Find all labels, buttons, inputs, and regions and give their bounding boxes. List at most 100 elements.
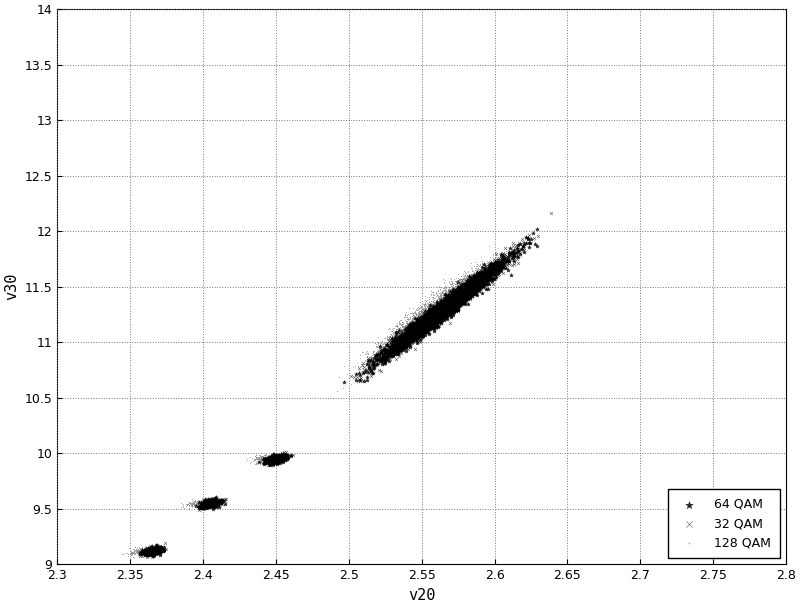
128 QAM bbox=[206, 495, 218, 505]
32 QAM bbox=[469, 277, 482, 287]
32 QAM bbox=[265, 455, 278, 464]
32 QAM bbox=[433, 299, 446, 308]
64 QAM bbox=[447, 299, 460, 308]
32 QAM bbox=[425, 319, 438, 329]
32 QAM bbox=[466, 282, 478, 291]
32 QAM bbox=[464, 289, 477, 299]
32 QAM bbox=[270, 453, 283, 463]
128 QAM bbox=[258, 454, 270, 464]
128 QAM bbox=[472, 263, 485, 273]
64 QAM bbox=[432, 316, 445, 325]
128 QAM bbox=[402, 328, 414, 337]
32 QAM bbox=[280, 451, 293, 461]
128 QAM bbox=[394, 329, 407, 339]
128 QAM bbox=[429, 298, 442, 308]
128 QAM bbox=[441, 289, 454, 299]
32 QAM bbox=[273, 457, 286, 467]
128 QAM bbox=[482, 260, 494, 270]
64 QAM bbox=[448, 291, 461, 300]
128 QAM bbox=[418, 299, 431, 309]
128 QAM bbox=[270, 453, 282, 463]
32 QAM bbox=[193, 499, 206, 509]
128 QAM bbox=[423, 305, 436, 315]
128 QAM bbox=[402, 309, 415, 319]
32 QAM bbox=[437, 297, 450, 307]
128 QAM bbox=[451, 286, 464, 296]
32 QAM bbox=[204, 498, 217, 507]
128 QAM bbox=[434, 304, 446, 313]
32 QAM bbox=[483, 274, 496, 284]
32 QAM bbox=[264, 456, 277, 466]
64 QAM bbox=[473, 271, 486, 281]
32 QAM bbox=[413, 320, 426, 330]
32 QAM bbox=[432, 307, 445, 317]
64 QAM bbox=[471, 276, 484, 286]
32 QAM bbox=[270, 456, 282, 466]
32 QAM bbox=[445, 299, 458, 308]
64 QAM bbox=[450, 296, 463, 306]
128 QAM bbox=[341, 369, 354, 379]
128 QAM bbox=[437, 292, 450, 302]
128 QAM bbox=[440, 291, 453, 300]
32 QAM bbox=[444, 298, 457, 308]
32 QAM bbox=[441, 302, 454, 312]
32 QAM bbox=[425, 314, 438, 324]
32 QAM bbox=[432, 313, 445, 323]
32 QAM bbox=[454, 291, 467, 300]
32 QAM bbox=[467, 278, 480, 288]
32 QAM bbox=[439, 309, 452, 319]
64 QAM bbox=[426, 314, 438, 324]
128 QAM bbox=[439, 296, 452, 305]
128 QAM bbox=[430, 296, 442, 305]
32 QAM bbox=[461, 285, 474, 294]
32 QAM bbox=[396, 342, 409, 352]
32 QAM bbox=[456, 286, 469, 296]
64 QAM bbox=[406, 328, 418, 338]
32 QAM bbox=[430, 302, 443, 312]
64 QAM bbox=[446, 307, 458, 316]
32 QAM bbox=[403, 331, 416, 341]
64 QAM bbox=[442, 295, 455, 305]
128 QAM bbox=[438, 302, 451, 311]
32 QAM bbox=[151, 544, 164, 554]
32 QAM bbox=[267, 453, 280, 463]
32 QAM bbox=[494, 260, 507, 270]
32 QAM bbox=[390, 344, 403, 353]
64 QAM bbox=[425, 319, 438, 329]
128 QAM bbox=[193, 500, 206, 509]
32 QAM bbox=[409, 325, 422, 334]
64 QAM bbox=[455, 288, 468, 297]
32 QAM bbox=[431, 310, 444, 319]
64 QAM bbox=[459, 291, 472, 301]
128 QAM bbox=[460, 277, 473, 287]
64 QAM bbox=[414, 316, 426, 325]
128 QAM bbox=[400, 330, 413, 340]
32 QAM bbox=[450, 301, 462, 311]
64 QAM bbox=[388, 346, 401, 356]
64 QAM bbox=[434, 306, 446, 316]
32 QAM bbox=[268, 453, 281, 463]
64 QAM bbox=[134, 548, 147, 558]
32 QAM bbox=[480, 274, 493, 284]
32 QAM bbox=[419, 316, 432, 326]
128 QAM bbox=[474, 274, 486, 283]
128 QAM bbox=[402, 325, 415, 335]
32 QAM bbox=[468, 285, 481, 294]
128 QAM bbox=[410, 327, 422, 336]
32 QAM bbox=[201, 502, 214, 512]
32 QAM bbox=[467, 280, 480, 290]
64 QAM bbox=[266, 456, 278, 466]
128 QAM bbox=[432, 302, 445, 312]
32 QAM bbox=[429, 305, 442, 315]
32 QAM bbox=[205, 498, 218, 507]
32 QAM bbox=[411, 333, 424, 342]
128 QAM bbox=[451, 287, 464, 296]
32 QAM bbox=[418, 312, 430, 322]
64 QAM bbox=[510, 251, 523, 260]
128 QAM bbox=[429, 318, 442, 328]
64 QAM bbox=[426, 320, 439, 330]
64 QAM bbox=[467, 285, 480, 294]
128 QAM bbox=[201, 500, 214, 509]
128 QAM bbox=[438, 302, 450, 312]
64 QAM bbox=[442, 297, 455, 307]
